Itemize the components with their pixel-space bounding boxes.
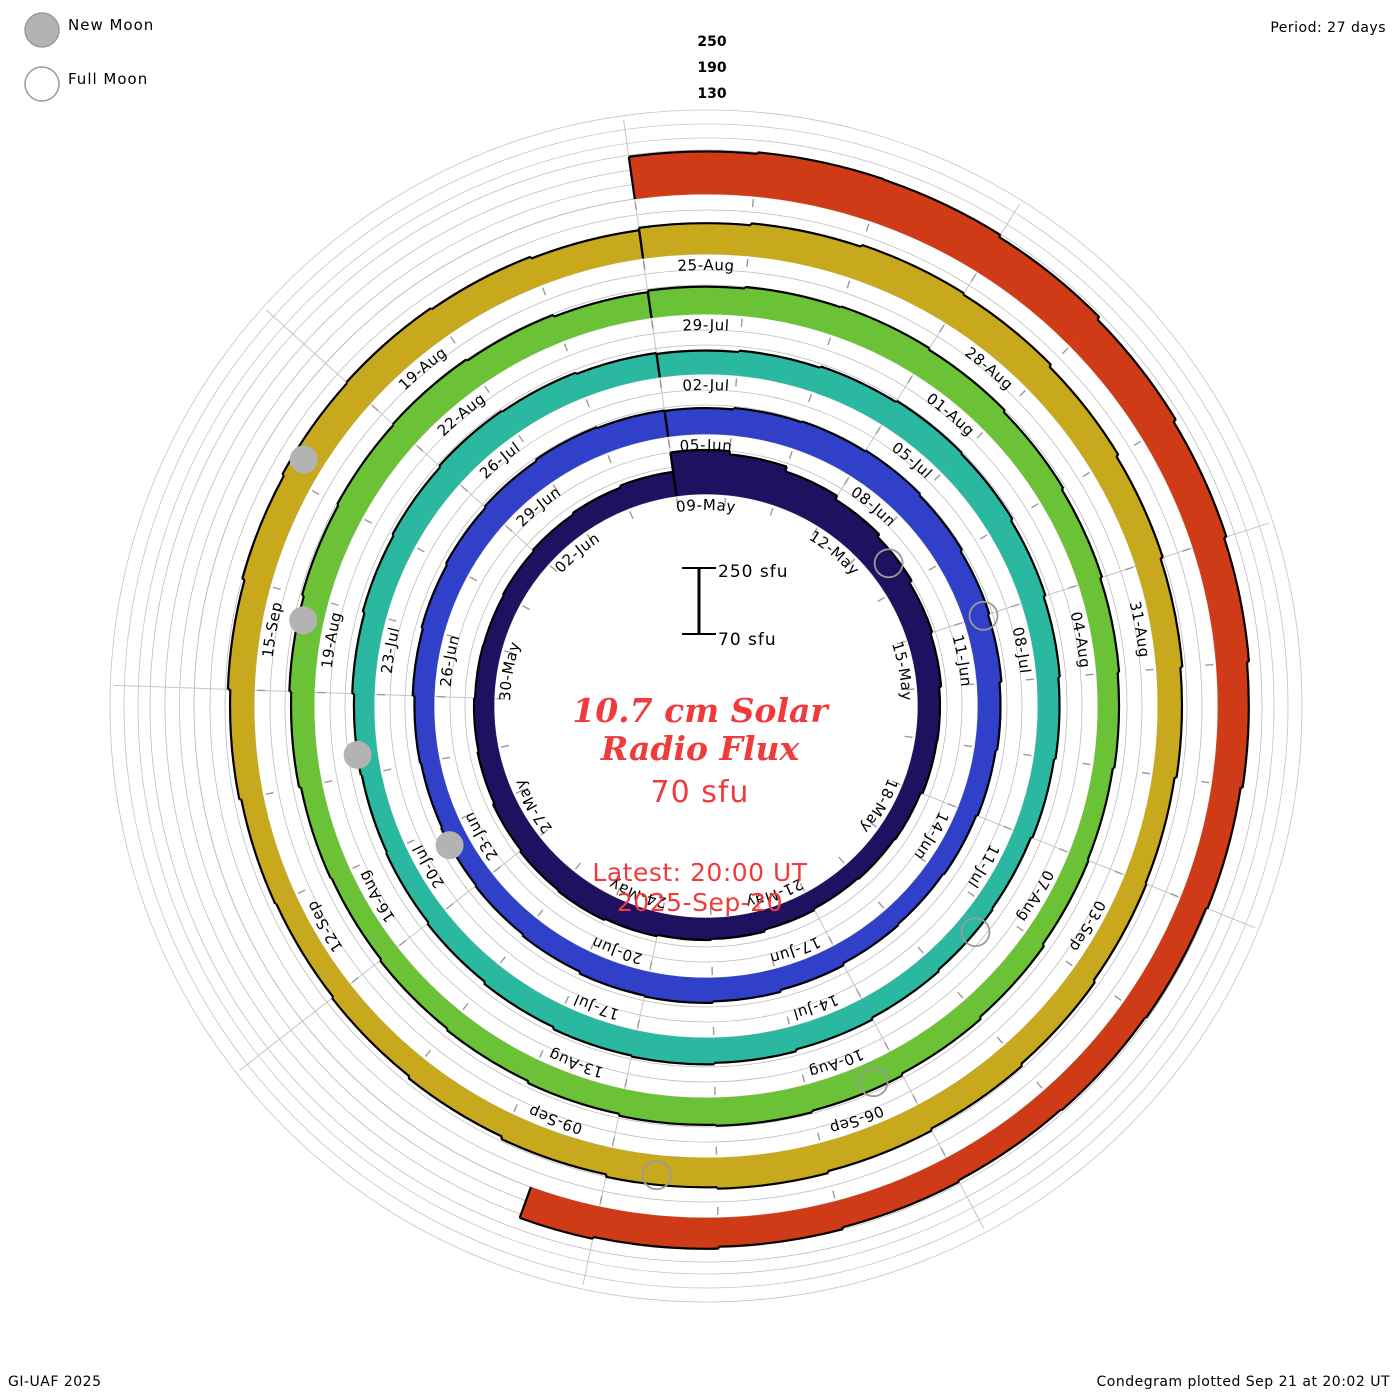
scale-tick-250: 250: [697, 34, 727, 50]
new-moon-marker: [289, 606, 318, 635]
center-latest: Latest: 20:00 UT 2025-Sep-20: [390, 858, 1010, 918]
new-moon-marker: [343, 740, 372, 769]
legend-swatches: [24, 12, 60, 102]
moon-markers: [289, 445, 999, 1191]
date-label: 25-Aug: [677, 256, 735, 275]
full-moon-marker: [873, 548, 904, 579]
date-label: 02-Jul: [682, 376, 730, 395]
scale-bar-icon: [682, 567, 716, 635]
plotted-timestamp: Condegram plotted Sep 21 at 20:02 UT: [1096, 1374, 1390, 1390]
center-title-line1: 10.7 cm Solar: [572, 691, 828, 730]
new-moon-marker: [289, 445, 318, 474]
scale-tick-130: 130: [697, 86, 727, 102]
legend-new-moon-label: New Moon: [68, 16, 155, 34]
center-title-line2: Radio Flux: [600, 728, 800, 768]
credit-label: GI-UAF 2025: [8, 1374, 102, 1390]
scale-bar-top-label: 250 sfu: [718, 562, 789, 582]
flux-rings: [226, 150, 1251, 1250]
center-current-value: 70 sfu: [650, 775, 750, 810]
full-moon-marker: [858, 1067, 889, 1098]
full-moon-marker: [960, 917, 991, 948]
legend-full-moon-label: Full Moon: [68, 70, 149, 88]
day-ticks: [257, 199, 1214, 1215]
full-moon-icon: [24, 66, 60, 102]
full-moon-marker: [968, 600, 999, 631]
date-label: 05-Jun: [679, 436, 733, 455]
date-label: 29-Jul: [682, 316, 730, 335]
center-latest-date: 2025-Sep-20: [616, 888, 784, 917]
period-label: Period: 27 days: [1270, 20, 1386, 36]
new-moon-icon: [24, 12, 60, 48]
scale-tick-190: 190: [697, 60, 727, 76]
center-latest-time: Latest: 20:00 UT: [592, 858, 808, 887]
full-moon-marker: [641, 1160, 672, 1191]
scale-bar-bottom-label: 70 sfu: [718, 630, 777, 650]
new-moon-marker: [435, 831, 464, 860]
date-label: 09-May: [675, 496, 737, 516]
center-title: 10.7 cm Solar Radio Flux: [390, 692, 1010, 767]
